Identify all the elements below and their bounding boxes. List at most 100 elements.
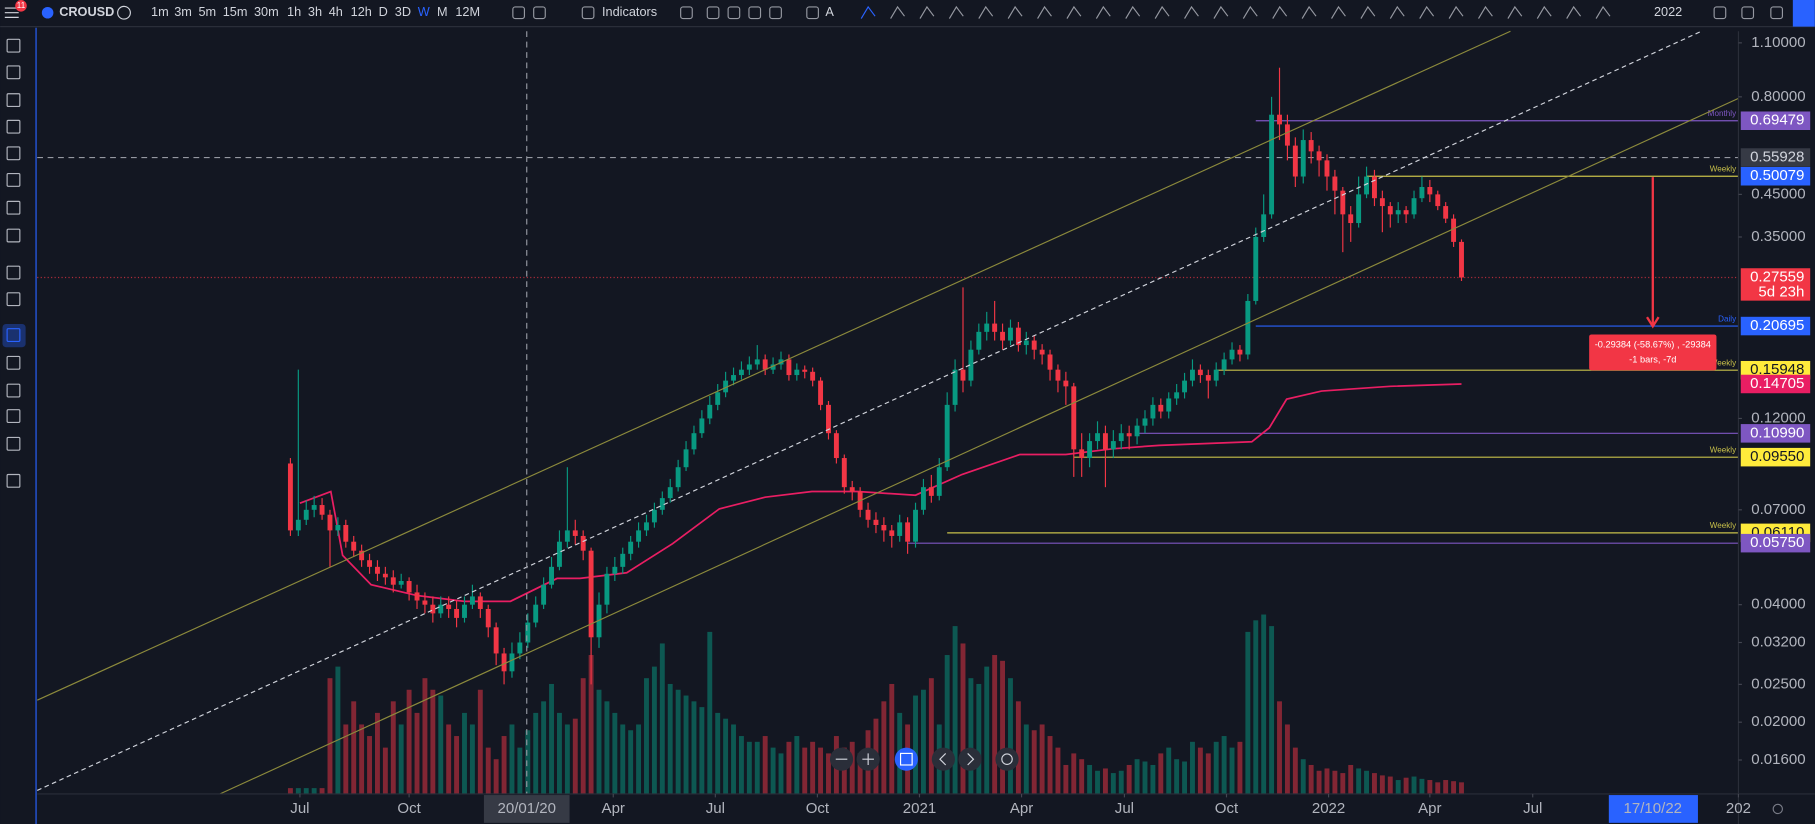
- left-tool-icon[interactable]: [6, 265, 21, 280]
- candle-body: [414, 592, 420, 601]
- left-tool-icon[interactable]: [6, 65, 21, 80]
- left-tool-icon[interactable]: [6, 355, 21, 370]
- drawing-icon[interactable]: [1595, 5, 1611, 19]
- drawing-icon[interactable]: [860, 5, 876, 19]
- reset-chart[interactable]: [995, 747, 1019, 771]
- timeframe[interactable]: W: [418, 4, 430, 19]
- toolbar-icon[interactable]: [769, 6, 782, 20]
- drawing-icon[interactable]: [1095, 5, 1111, 19]
- left-tool-icon[interactable]: [6, 119, 21, 134]
- drawing-icon[interactable]: [1301, 5, 1317, 19]
- candle-body: [1134, 425, 1140, 437]
- settings-icon[interactable]: [1772, 803, 1783, 815]
- timeframe[interactable]: 1m: [151, 4, 169, 19]
- drawing-icon[interactable]: [890, 5, 905, 19]
- drawing-icon[interactable]: [1125, 5, 1141, 19]
- scroll-left[interactable]: [931, 747, 955, 771]
- drawing-icon[interactable]: [1419, 5, 1435, 19]
- drawing-icon[interactable]: [1536, 5, 1552, 19]
- candle-body: [620, 553, 626, 567]
- toolbar-icon[interactable]: [1741, 6, 1755, 20]
- alert-label[interactable]: A: [825, 4, 834, 19]
- volume-bar: [960, 643, 966, 794]
- drawing-icon[interactable]: [1331, 5, 1346, 19]
- timeframe[interactable]: M: [437, 4, 448, 19]
- toolbar-icon[interactable]: [533, 6, 546, 20]
- drawing-icon[interactable]: [1272, 5, 1288, 19]
- timeframe[interactable]: 3D: [395, 4, 411, 19]
- timeframe[interactable]: 15m: [223, 4, 248, 19]
- volume-bar: [1451, 781, 1457, 794]
- timeframe[interactable]: 12M: [455, 4, 480, 19]
- timeframe[interactable]: 5m: [198, 4, 216, 19]
- drawing-icon[interactable]: [1242, 5, 1258, 19]
- volume-bar: [414, 712, 420, 794]
- timeframe[interactable]: 4h: [329, 4, 343, 19]
- volume-bar: [462, 712, 467, 794]
- drawing-icon[interactable]: [948, 5, 964, 19]
- left-tool-icon[interactable]: [6, 228, 21, 243]
- drawing-icon[interactable]: [1007, 5, 1023, 19]
- measure-box: [1589, 334, 1717, 371]
- timeframe[interactable]: 1h: [287, 4, 301, 19]
- drawing-icon[interactable]: [919, 5, 935, 19]
- drawing-icon[interactable]: [1213, 5, 1229, 19]
- left-tool-icon[interactable]: [6, 473, 21, 488]
- timeframe[interactable]: 3h: [308, 4, 322, 19]
- drawing-icon[interactable]: [1507, 5, 1523, 19]
- compare-icon[interactable]: [117, 5, 131, 20]
- volume-bar: [556, 712, 562, 794]
- left-tool-icon[interactable]: [6, 38, 21, 53]
- toolbar-icon[interactable]: [727, 6, 741, 20]
- drawing-icon[interactable]: [978, 5, 994, 19]
- toolbar-icon[interactable]: [581, 6, 595, 20]
- volume-bar: [1356, 768, 1362, 794]
- toolbar-icon[interactable]: [748, 6, 762, 20]
- left-tool-icon[interactable]: [6, 328, 21, 342]
- drawing-icon[interactable]: [1448, 5, 1464, 19]
- left-tool-icon[interactable]: [6, 173, 21, 187]
- left-tool-icon[interactable]: [6, 409, 21, 423]
- left-tool-icon[interactable]: [6, 383, 21, 398]
- timeframe[interactable]: 30m: [254, 4, 279, 19]
- left-tool-icon[interactable]: [6, 200, 21, 215]
- volume-bar: [1087, 764, 1093, 794]
- volume-bar: [406, 689, 412, 794]
- left-tool-icon[interactable]: [6, 292, 21, 307]
- crosshair-date: 20/01/20: [497, 800, 556, 817]
- toolbar-icon[interactable]: [1770, 6, 1783, 20]
- volume-bar: [517, 747, 523, 794]
- drawing-icon[interactable]: [1566, 5, 1582, 19]
- toolbar-icon[interactable]: [512, 6, 526, 20]
- indicators[interactable]: Indicators: [602, 4, 657, 19]
- drawing-icon[interactable]: [1037, 5, 1052, 19]
- level-tag: Weekly: [1710, 358, 1737, 367]
- timeframe[interactable]: 12h: [351, 4, 372, 19]
- drawing-icon[interactable]: [1184, 5, 1199, 19]
- scroll-right[interactable]: [958, 747, 982, 771]
- symbol[interactable]: CROUSD: [59, 4, 114, 19]
- level-tag: Weekly: [1710, 445, 1737, 454]
- left-tool-icon[interactable]: [6, 146, 21, 161]
- timeframe[interactable]: 3m: [174, 4, 192, 19]
- publish-button[interactable]: [1792, 0, 1815, 27]
- left-tool-icon[interactable]: [6, 436, 21, 451]
- volume-bar: [335, 666, 341, 794]
- drawing-icon[interactable]: [1389, 5, 1405, 19]
- year[interactable]: 2022: [1654, 4, 1682, 19]
- y-tick-label: 0.01600: [1751, 751, 1805, 768]
- toolbar-icon[interactable]: [1713, 6, 1727, 20]
- candle-body: [454, 608, 460, 618]
- drawing-icon[interactable]: [1154, 5, 1170, 19]
- timeframe[interactable]: D: [379, 4, 388, 19]
- toolbar-icon[interactable]: [706, 6, 720, 20]
- drawing-icon[interactable]: [1360, 5, 1376, 19]
- left-tool-icon[interactable]: [6, 93, 21, 108]
- drawing-icon[interactable]: [1066, 5, 1082, 19]
- toolbar-icon[interactable]: [806, 6, 819, 20]
- volume-bar: [778, 753, 784, 794]
- reset-view[interactable]: [894, 747, 918, 771]
- drawing-icon[interactable]: [1478, 5, 1493, 19]
- candle-body: [1443, 206, 1449, 219]
- toolbar-icon[interactable]: [680, 6, 693, 20]
